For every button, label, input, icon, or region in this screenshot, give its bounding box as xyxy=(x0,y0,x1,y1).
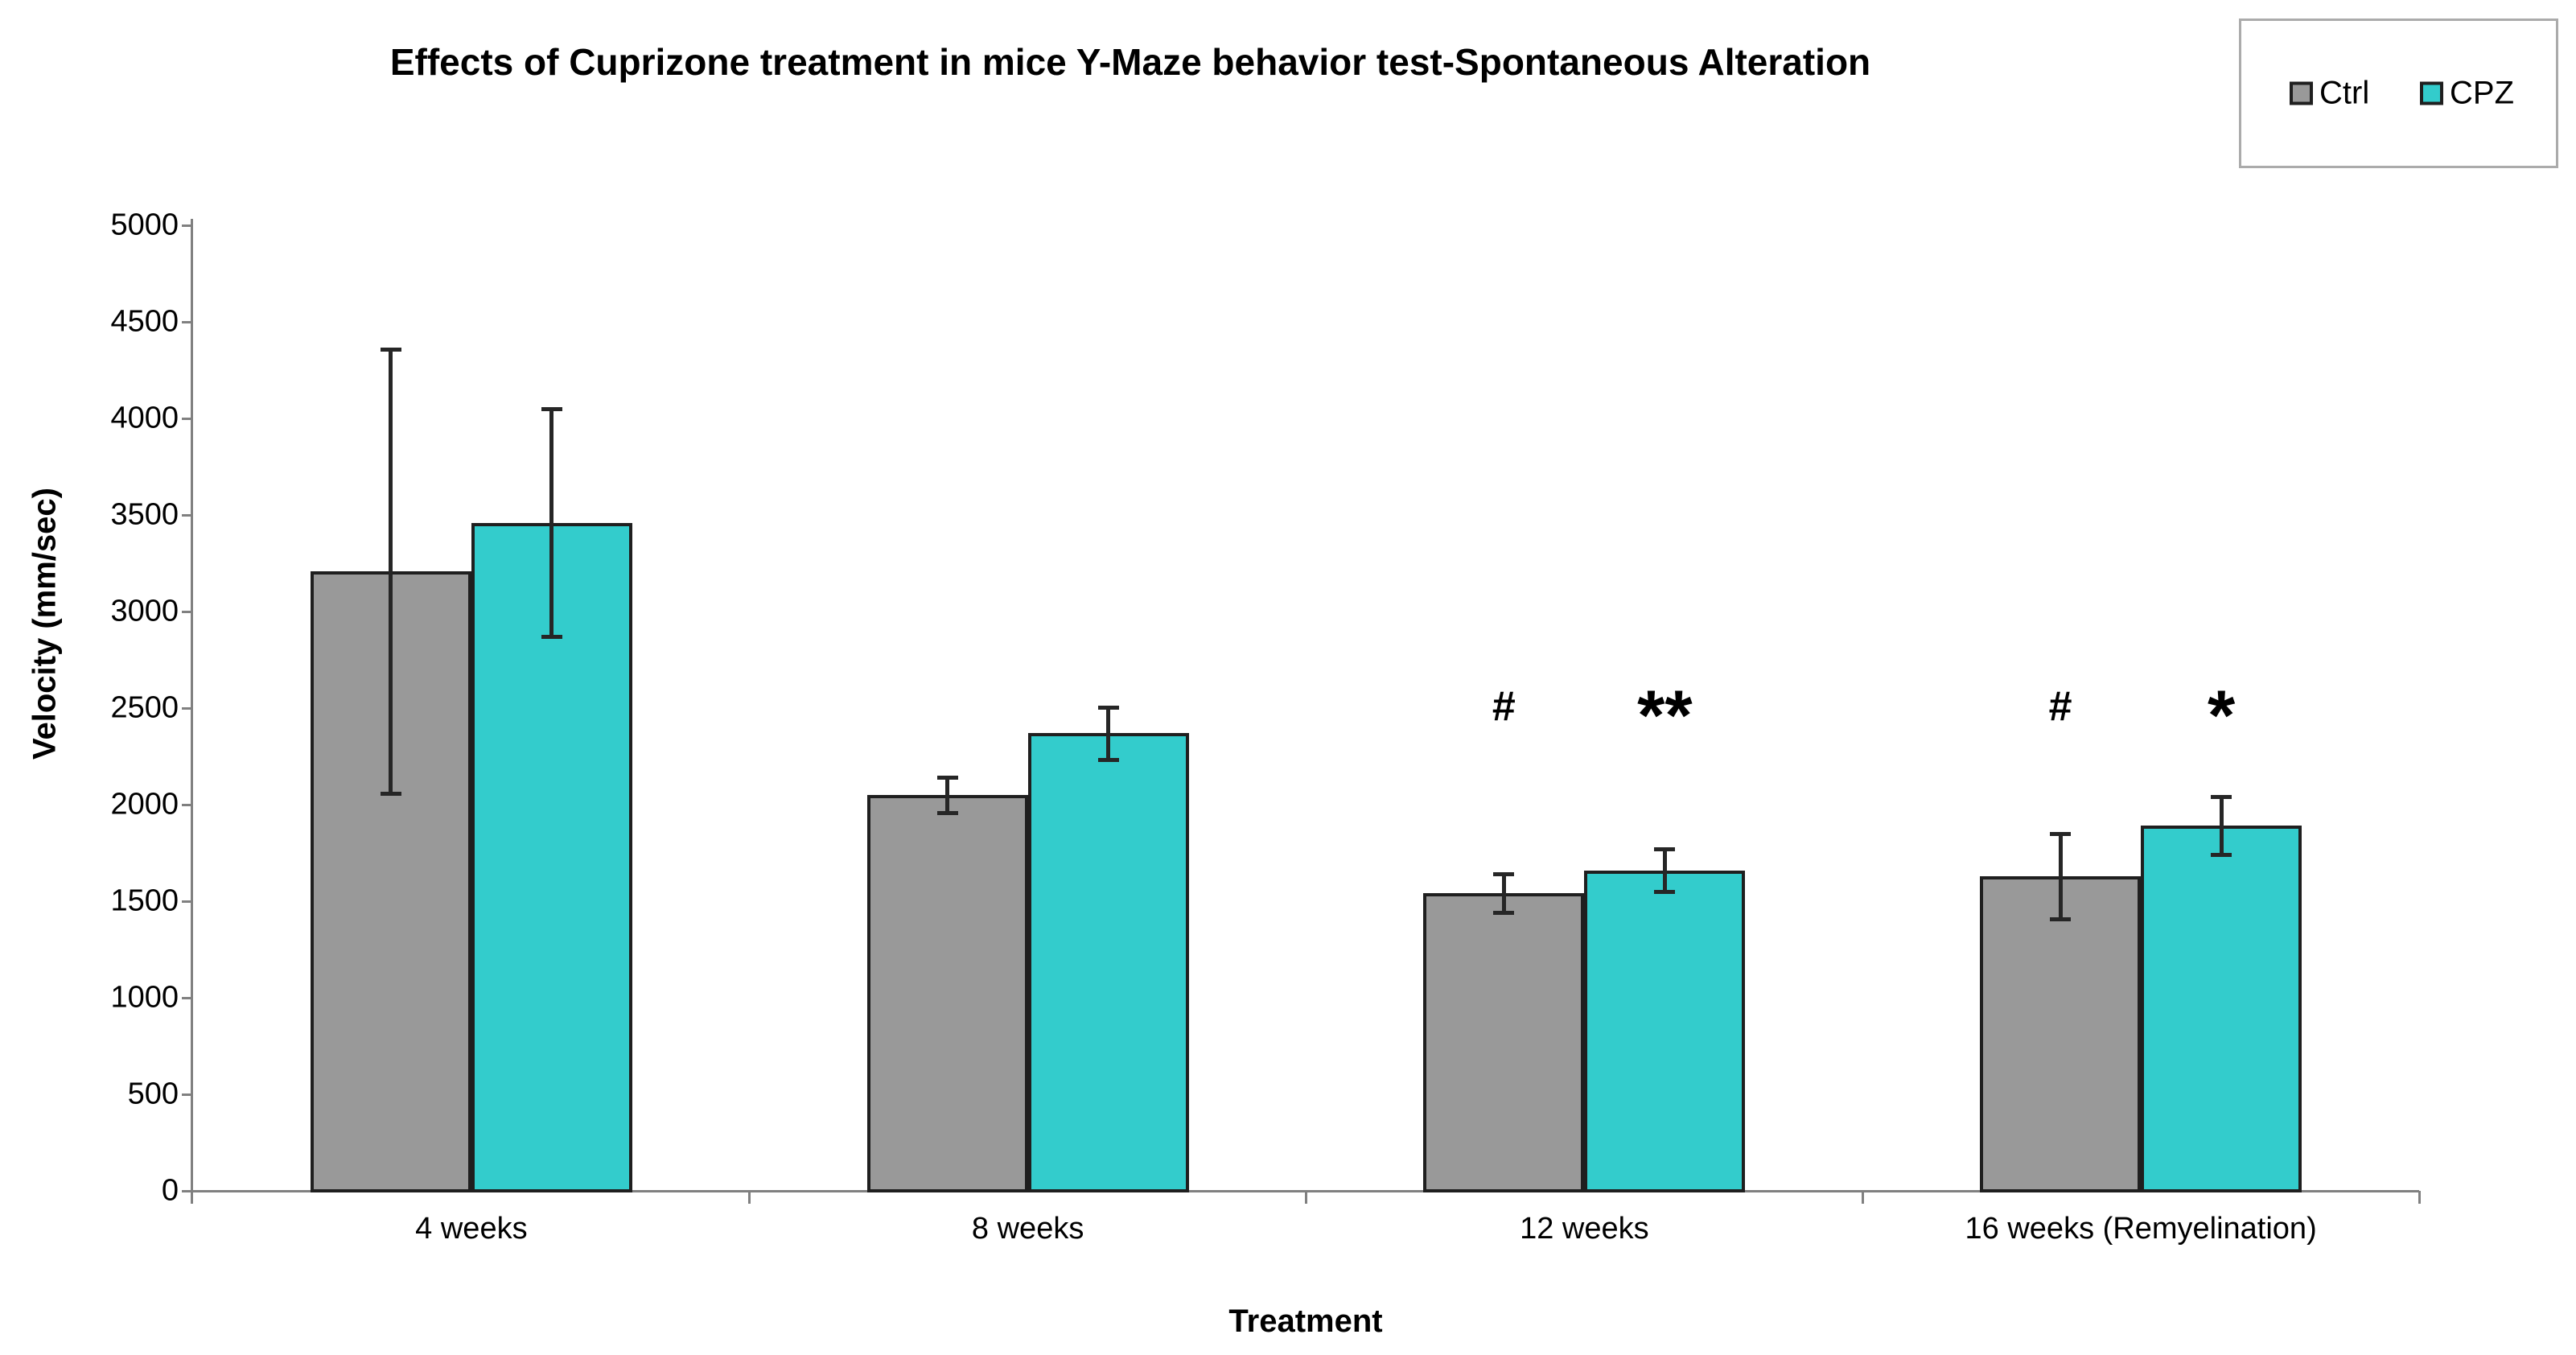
y-tick-label: 4500 xyxy=(110,304,179,339)
legend-item-ctrl: Ctrl xyxy=(2290,76,2369,112)
y-tick-label: 3000 xyxy=(110,594,179,628)
y-tick-label: 4000 xyxy=(110,401,179,435)
error-bar-cap-top xyxy=(2050,832,2072,836)
y-tick xyxy=(182,417,193,420)
error-bar-cap-bottom xyxy=(2050,916,2072,921)
y-tick xyxy=(182,224,193,227)
y-tick xyxy=(182,1189,193,1192)
error-bar-cap-bottom xyxy=(380,791,401,796)
y-tick xyxy=(182,1093,193,1096)
y-tick xyxy=(182,996,193,999)
error-bar-cpz-1 xyxy=(549,409,554,637)
error-bar-ctrl-3 xyxy=(1501,874,1506,913)
x-tick xyxy=(748,1191,751,1204)
error-bar-cap-bottom xyxy=(1097,757,1119,762)
legend-swatch-ctrl xyxy=(2290,81,2313,105)
y-tick-label: 2000 xyxy=(110,787,179,822)
x-tick xyxy=(1305,1191,1307,1204)
y-tick xyxy=(182,900,193,903)
chart-title: Effects of Cuprizone treatment in mice Y… xyxy=(389,41,1871,83)
error-bar-cap-bottom xyxy=(541,635,562,640)
significance-annotation: ** xyxy=(1637,675,1693,755)
y-tick xyxy=(182,320,193,323)
x-category-label: 4 weeks xyxy=(415,1212,528,1246)
x-tick xyxy=(1861,1191,1864,1204)
y-tick-label: 3500 xyxy=(110,497,179,532)
error-bar-cap-top xyxy=(541,407,562,411)
error-bar-cap-top xyxy=(1654,847,1676,852)
legend-label-ctrl: Ctrl xyxy=(2319,75,2370,111)
y-tick xyxy=(182,513,193,517)
x-category-label: 8 weeks xyxy=(971,1212,1084,1246)
bar-cpz-4 xyxy=(2141,826,2302,1192)
error-bar-cap-bottom xyxy=(936,810,958,815)
error-bar-cap-top xyxy=(2211,795,2232,800)
legend-item-cpz: CPZ xyxy=(2420,76,2514,112)
error-bar-ctrl-1 xyxy=(389,348,393,793)
error-bar-cpz-4 xyxy=(2219,797,2224,855)
x-axis-title: Treatment xyxy=(1228,1304,1383,1339)
x-category-label: 16 weeks (Remyelination) xyxy=(1965,1212,2317,1246)
error-bar-cap-top xyxy=(936,776,958,780)
legend-swatch-cpz xyxy=(2420,81,2443,105)
y-tick-label: 5000 xyxy=(110,208,179,242)
x-tick xyxy=(2418,1191,2421,1204)
x-category-label: 12 weeks xyxy=(1520,1212,1649,1246)
error-bar-ctrl-4 xyxy=(2058,834,2063,919)
y-tick-label: 1000 xyxy=(110,980,179,1015)
error-bar-cap-top xyxy=(380,347,401,352)
bar-cpz-2 xyxy=(1027,733,1189,1192)
y-tick xyxy=(182,706,193,710)
legend-label-cpz: CPZ xyxy=(2450,75,2514,111)
significance-annotation: # xyxy=(1492,683,1516,730)
y-tick xyxy=(182,610,193,613)
significance-annotation: * xyxy=(2208,675,2236,755)
error-bar-ctrl-2 xyxy=(945,777,950,813)
bar-cpz-3 xyxy=(1584,870,1746,1192)
error-bar-cpz-2 xyxy=(1106,706,1111,760)
bar-ctrl-2 xyxy=(866,795,1028,1192)
error-bar-cap-top xyxy=(1097,705,1119,710)
error-bar-cap-bottom xyxy=(1493,911,1515,916)
y-tick-label: 2500 xyxy=(110,690,179,725)
bar-ctrl-3 xyxy=(1423,893,1585,1192)
significance-annotation: # xyxy=(2048,683,2072,730)
error-bar-cap-bottom xyxy=(2211,853,2232,858)
bar-ctrl-4 xyxy=(1980,875,2142,1192)
y-tick xyxy=(182,803,193,806)
error-bar-cap-top xyxy=(1493,872,1515,877)
error-bar-cpz-3 xyxy=(1662,849,1667,892)
y-tick-label: 0 xyxy=(161,1173,179,1208)
error-bar-cap-bottom xyxy=(1654,890,1676,894)
y-tick-label: 500 xyxy=(127,1077,179,1111)
y-axis-line xyxy=(191,219,193,1204)
legend: Ctrl CPZ xyxy=(2239,19,2558,168)
y-tick-label: 1500 xyxy=(110,883,179,918)
